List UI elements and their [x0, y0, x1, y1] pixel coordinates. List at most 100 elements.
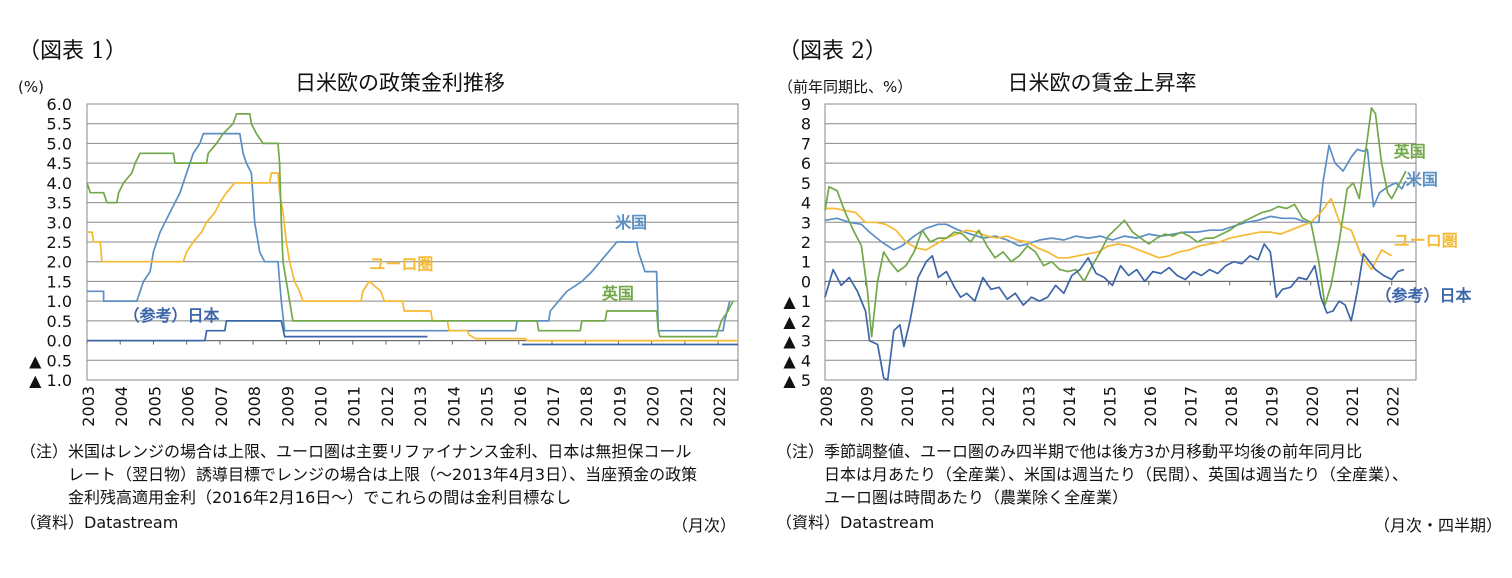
x-tick-label: 2011 — [938, 386, 957, 427]
series-label: ユーロ圏 — [1394, 231, 1458, 250]
x-tick-label: 2011 — [345, 386, 364, 427]
x-tick-label: 2021 — [1343, 386, 1362, 427]
x-tick-label: 2016 — [511, 386, 530, 427]
series-line-1 — [825, 197, 1393, 271]
x-tick-label: 2016 — [1141, 386, 1160, 427]
x-tick-label: 2009 — [857, 386, 876, 427]
x-tick-label: 2007 — [212, 386, 231, 427]
series-label: 英国 — [601, 284, 634, 303]
y-axis-label: (%) — [18, 78, 44, 96]
chart1-x-unit: （月次） — [672, 516, 737, 535]
chart2-x-unit: （月次・四半期） — [1374, 516, 1503, 535]
x-tick-label: 2006 — [179, 386, 198, 427]
chart2-source: （資料）Datastream — [776, 513, 935, 532]
y-tick-label: 6.0 — [47, 95, 72, 114]
y-tick-label: 0 — [801, 272, 811, 291]
x-tick-label: 2012 — [979, 386, 998, 427]
x-tick-label: 2014 — [1060, 386, 1079, 427]
chart2-note-line-1: （注）季節調整値、ユーロ圏のみ四半期で他は後方3か月移動平均後の前年同月比 — [776, 442, 1363, 461]
y-tick-label: 4 — [801, 194, 811, 213]
y-tick-label: 1.0 — [47, 292, 72, 311]
plot-frame — [86, 103, 739, 381]
x-tick-label: 2017 — [1181, 386, 1200, 427]
x-tick-label: 2012 — [378, 386, 397, 427]
series-line-0 — [824, 144, 1407, 251]
x-tick-label: 2014 — [444, 386, 463, 427]
series-label: 英国 — [1393, 142, 1426, 161]
x-tick-label: 2018 — [577, 386, 596, 427]
plot-frame — [824, 103, 1417, 381]
x-tick-label: 2013 — [1019, 386, 1038, 427]
chart2-note-line-2: 日本は月あたり（全産業）、米国は週当たり（民間）、英国は週当たり（全産業）、 — [776, 465, 1409, 484]
x-tick-label: 2019 — [610, 386, 629, 427]
y-tick-label: 0.5 — [47, 312, 72, 331]
x-tick-label: 2022 — [710, 386, 729, 427]
y-tick-label: 5 — [801, 174, 811, 193]
y-tick-label: ▲ 1 — [783, 292, 811, 311]
policy-rate-chart: 日米欧の政策金利推移 (%)6.05.55.04.54.03.53.02.52.0… — [18, 71, 739, 427]
figure-label-2: （図表 2） — [778, 39, 887, 64]
x-tick-label: 2008 — [817, 386, 836, 427]
y-tick-label: 2.0 — [47, 253, 72, 272]
y-tick-label: ▲ 3 — [783, 332, 811, 351]
x-tick-label: 2013 — [411, 386, 430, 427]
series-label: 米国 — [615, 213, 647, 232]
x-tick-label: 2015 — [1100, 386, 1119, 427]
series-line-0 — [87, 132, 731, 332]
series-label: ユーロ圏 — [369, 255, 433, 274]
series-line-1 — [87, 172, 738, 342]
x-tick-label: 2017 — [544, 386, 563, 427]
x-tick-label: 2009 — [278, 386, 297, 427]
y-tick-label: 1 — [801, 253, 811, 272]
series-label: （参考）日本 — [1376, 286, 1472, 305]
x-tick-label: 2015 — [478, 386, 497, 427]
x-tick-label: 2008 — [245, 386, 264, 427]
y-axis-label: （前年同期比、%） — [778, 78, 912, 96]
chart2-note-line-3: ユーロ圏は時間あたり（農業除く全産業） — [776, 488, 1129, 507]
y-tick-label: 2.5 — [47, 233, 72, 252]
series-line-2 — [824, 107, 1407, 338]
y-tick-label: 8 — [801, 115, 811, 134]
x-tick-label: 2004 — [112, 386, 131, 427]
y-tick-label: 5.0 — [47, 134, 72, 153]
chart1-note-line-1: （注）米国はレンジの場合は上限、ユーロ圏は主要リファイナンス金利、日本は無担保コ… — [20, 442, 692, 461]
x-tick-label: 2020 — [1303, 386, 1322, 427]
y-tick-label: 4.5 — [47, 154, 72, 173]
x-tick-label: 2003 — [79, 386, 98, 427]
chart-title: 日米欧の政策金利推移 — [295, 71, 505, 95]
y-tick-label: ▲ 5 — [783, 371, 811, 390]
y-tick-label: ▲ 2 — [783, 312, 811, 331]
y-tick-label: 3.5 — [47, 194, 72, 213]
x-tick-label: 2021 — [677, 386, 696, 427]
chart-title: 日米欧の賃金上昇率 — [1008, 71, 1197, 95]
y-tick-label: 0.0 — [47, 332, 72, 351]
y-tick-label: 5.5 — [47, 115, 72, 134]
y-tick-label: ▲ 0.5 — [29, 351, 72, 370]
x-tick-label: 2018 — [1222, 386, 1241, 427]
series-label: （参考）日本 — [124, 306, 220, 325]
chart1-source: （資料）Datastream — [20, 513, 179, 532]
y-tick-label: 9 — [801, 95, 811, 114]
x-tick-label: 2010 — [312, 386, 331, 427]
x-tick-label: 2022 — [1384, 386, 1403, 427]
y-tick-label: 2 — [801, 233, 811, 252]
x-tick-label: 2020 — [644, 386, 663, 427]
y-tick-label: 7 — [801, 134, 811, 153]
y-tick-label: 3.0 — [47, 213, 72, 232]
chart1-note-line-3: 金利残高適用金利（2016年2月16日～）でこれらの間は金利目標なし — [20, 488, 572, 507]
x-tick-label: 2005 — [145, 386, 164, 427]
series-line-2 — [86, 113, 734, 338]
series-label: 米国 — [1406, 170, 1438, 189]
figure-label-1: （図表 1） — [18, 39, 127, 64]
chart1-note-line-2: レート（翌日物）誘導目標でレンジの場合は上限（～2013年4月3日）、当座預金の… — [20, 465, 698, 484]
y-tick-label: 4.0 — [47, 174, 72, 193]
y-tick-label: ▲ 1.0 — [29, 371, 72, 390]
x-tick-label: 2019 — [1262, 386, 1281, 427]
series-line-3 — [824, 243, 1405, 381]
y-tick-label: 6 — [801, 154, 811, 173]
y-tick-label: ▲ 4 — [783, 351, 811, 370]
series-line-3 — [87, 320, 428, 342]
y-tick-label: 1.5 — [47, 272, 72, 291]
y-tick-label: 3 — [801, 213, 811, 232]
